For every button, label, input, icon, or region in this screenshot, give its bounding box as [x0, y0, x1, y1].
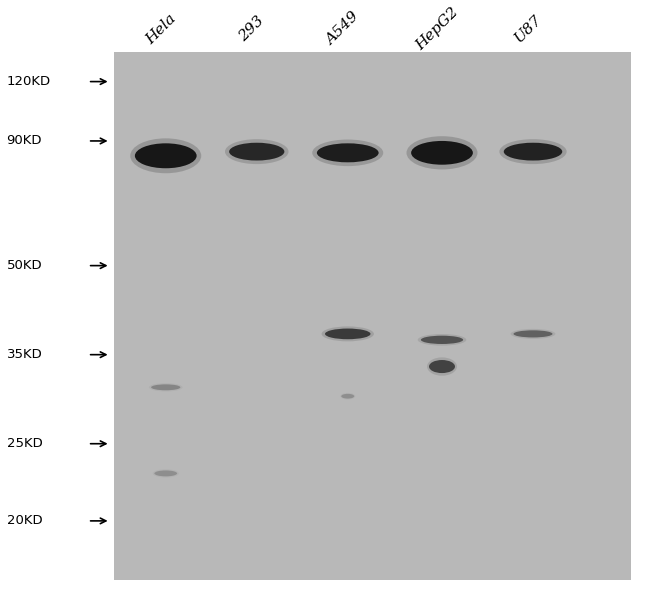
Ellipse shape	[418, 334, 466, 345]
Text: Hela: Hela	[143, 11, 179, 47]
Text: U87: U87	[512, 13, 545, 45]
Ellipse shape	[151, 384, 181, 390]
Text: HepG2: HepG2	[413, 5, 461, 53]
Text: 293: 293	[237, 14, 267, 45]
Ellipse shape	[153, 469, 179, 478]
Text: 20KD: 20KD	[6, 515, 42, 527]
Ellipse shape	[421, 336, 463, 344]
Text: 120KD: 120KD	[6, 75, 51, 88]
Ellipse shape	[317, 143, 378, 162]
Ellipse shape	[514, 330, 552, 338]
Ellipse shape	[135, 143, 196, 169]
Ellipse shape	[406, 136, 478, 170]
Text: 90KD: 90KD	[6, 135, 42, 147]
FancyBboxPatch shape	[114, 52, 630, 580]
Ellipse shape	[341, 394, 354, 399]
Ellipse shape	[429, 360, 455, 373]
Text: 25KD: 25KD	[6, 437, 42, 450]
Ellipse shape	[325, 329, 370, 339]
Ellipse shape	[229, 143, 285, 161]
Ellipse shape	[341, 393, 355, 399]
Ellipse shape	[312, 140, 384, 166]
Ellipse shape	[411, 141, 473, 165]
Ellipse shape	[511, 329, 555, 339]
Ellipse shape	[427, 358, 457, 376]
Ellipse shape	[149, 383, 183, 391]
Ellipse shape	[130, 138, 202, 173]
Ellipse shape	[499, 139, 567, 164]
Ellipse shape	[322, 326, 374, 341]
Ellipse shape	[155, 471, 177, 477]
Text: A549: A549	[324, 10, 362, 48]
Ellipse shape	[225, 139, 289, 164]
Text: 50KD: 50KD	[6, 259, 42, 272]
Text: 35KD: 35KD	[6, 348, 42, 361]
Ellipse shape	[504, 143, 562, 161]
